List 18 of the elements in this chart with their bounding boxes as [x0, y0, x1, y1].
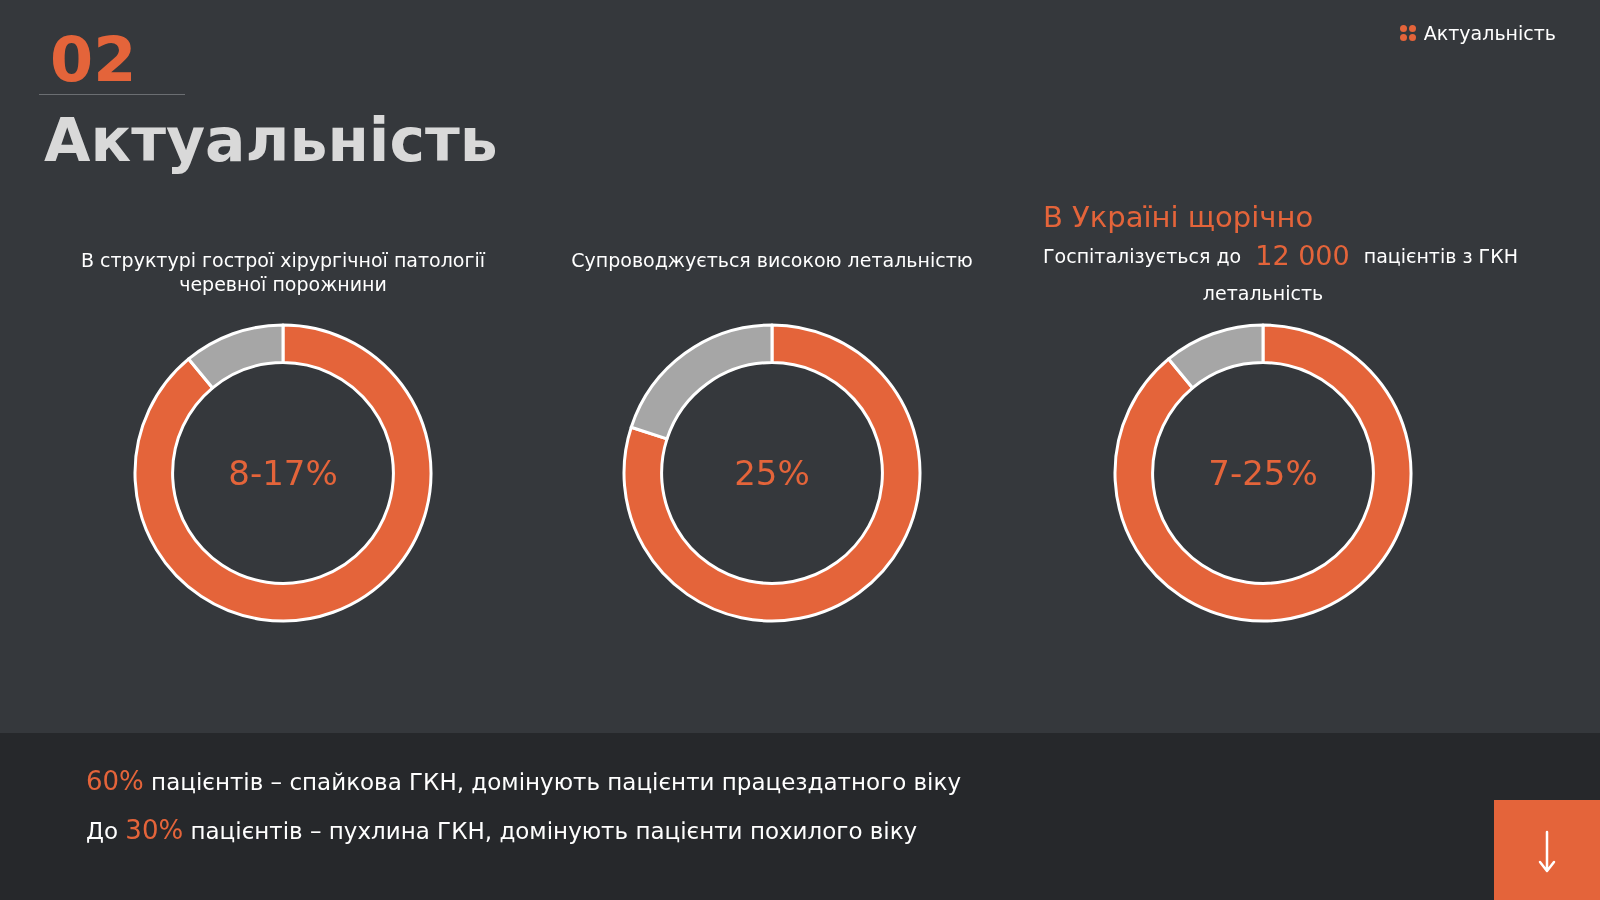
text: пацієнтів з ГКН: [1363, 244, 1518, 267]
text: 30%: [125, 815, 184, 845]
text: пацієнтів – спайкова ГКН, домінують пацієнти працездатного віку: [150, 769, 962, 795]
text: 60%: [86, 766, 144, 796]
text: 8-17%: [227, 452, 339, 495]
chart-title: В Україні щорічно: [1043, 200, 1314, 234]
text: Актуальність: [1423, 22, 1556, 44]
text: До: [86, 818, 120, 844]
text: пацієнтів – пухлина ГКН, домінують пацієнти похилого віку: [189, 818, 918, 844]
chart-subtitle: Госпіталізується до: [1043, 244, 1242, 267]
text: 12 000: [1255, 240, 1350, 271]
text: летальність: [1201, 282, 1325, 304]
text: 02: [50, 22, 137, 98]
chart-title: В структурі гострої хірургічної патології черевної порожнини: [80, 248, 487, 296]
chart-title: Супроводжується високою летальністю: [570, 248, 974, 272]
text: 25%: [733, 452, 811, 495]
text: Актуальність: [44, 104, 498, 177]
text: 7-25%: [1207, 452, 1319, 495]
